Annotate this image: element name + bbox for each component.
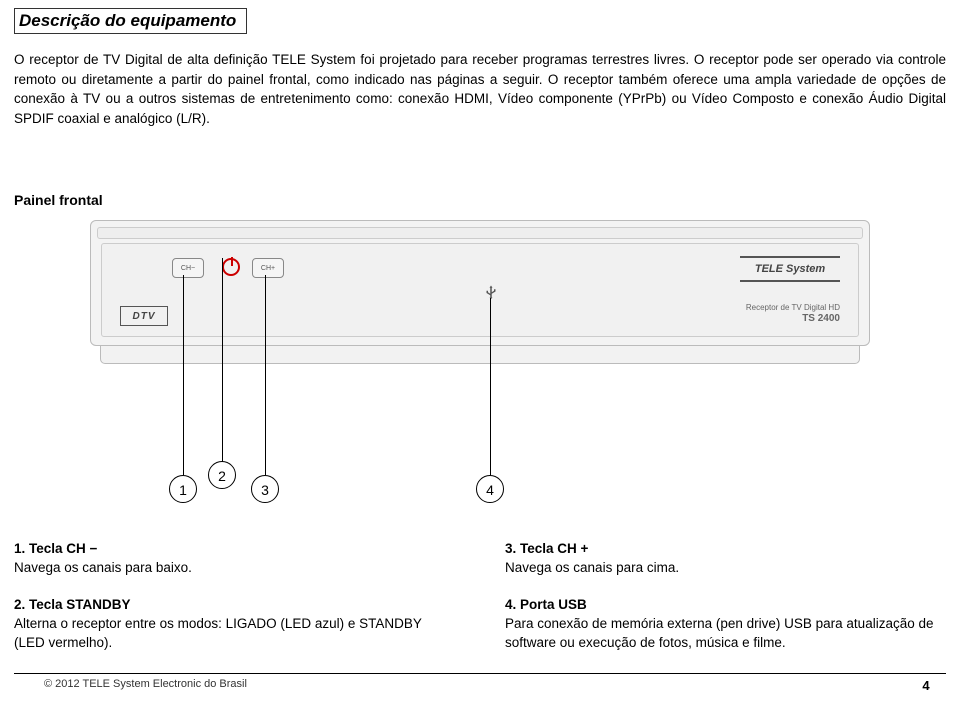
item-2-body: Alterna o receptor entre os modos: LIGAD… — [14, 616, 422, 650]
callout-circle-4: 4 — [476, 475, 504, 503]
item-3: 3. Tecla CH + Navega os canais para cima… — [505, 540, 946, 578]
power-icon — [222, 258, 240, 276]
item-1: 1. Tecla CH − Navega os canais para baix… — [14, 540, 455, 578]
brand-text: TELE System — [755, 263, 825, 275]
item-1-title: 1. Tecla CH − — [14, 541, 97, 556]
model-line1: Receptor de TV Digital HD — [746, 303, 840, 312]
item-1-body: Navega os canais para baixo. — [14, 560, 192, 575]
callout-line-2 — [222, 258, 223, 475]
dtv-logo: DTV — [120, 306, 168, 326]
description-paragraph: O receptor de TV Digital de alta definiç… — [14, 50, 946, 128]
device-body: CH− CH+ DTV TELE System Receptor de TV D… — [90, 220, 870, 346]
device-illustration: CH− CH+ DTV TELE System Receptor de TV D… — [90, 220, 870, 365]
ch-minus-button: CH− — [172, 258, 204, 278]
device-base — [100, 346, 860, 364]
item-4: 4. Porta USB Para conexão de memória ext… — [505, 596, 946, 653]
usb-icon — [482, 284, 500, 302]
model-label: Receptor de TV Digital HD TS 2400 — [746, 303, 840, 324]
page-footer: © 2012 TELE System Electronic do Brasil … — [14, 673, 946, 693]
item-2: 2. Tecla STANDBY Alterna o receptor entr… — [14, 596, 455, 653]
brand-logo: TELE System — [740, 256, 840, 282]
item-3-title: 3. Tecla CH + — [505, 541, 588, 556]
item-2-title: 2. Tecla STANDBY — [14, 597, 131, 612]
ch-plus-button: CH+ — [252, 258, 284, 278]
model-line2: TS 2400 — [746, 313, 840, 324]
item-3-body: Navega os canais para cima. — [505, 560, 679, 575]
footer-page-number: 4 — [906, 678, 946, 693]
callout-circle-3: 3 — [251, 475, 279, 503]
callout-circle-1: 1 — [169, 475, 197, 503]
footer-copyright: © 2012 TELE System Electronic do Brasil — [14, 678, 906, 693]
item-4-body: Para conexão de memória externa (pen dri… — [505, 616, 934, 650]
subheading: Painel frontal — [14, 192, 103, 208]
items-grid: 1. Tecla CH − Navega os canais para baix… — [14, 540, 946, 652]
device-top-rail — [97, 227, 863, 239]
callout-line-1 — [183, 275, 184, 475]
item-4-title: 4. Porta USB — [505, 597, 587, 612]
callout-circle-2: 2 — [208, 461, 236, 489]
section-title: Descrição do equipamento — [19, 11, 236, 30]
callout-line-3 — [265, 275, 266, 475]
device-front-panel: CH− CH+ DTV TELE System Receptor de TV D… — [101, 243, 859, 337]
section-title-box: Descrição do equipamento — [14, 8, 247, 34]
callout-line-4 — [490, 298, 491, 475]
